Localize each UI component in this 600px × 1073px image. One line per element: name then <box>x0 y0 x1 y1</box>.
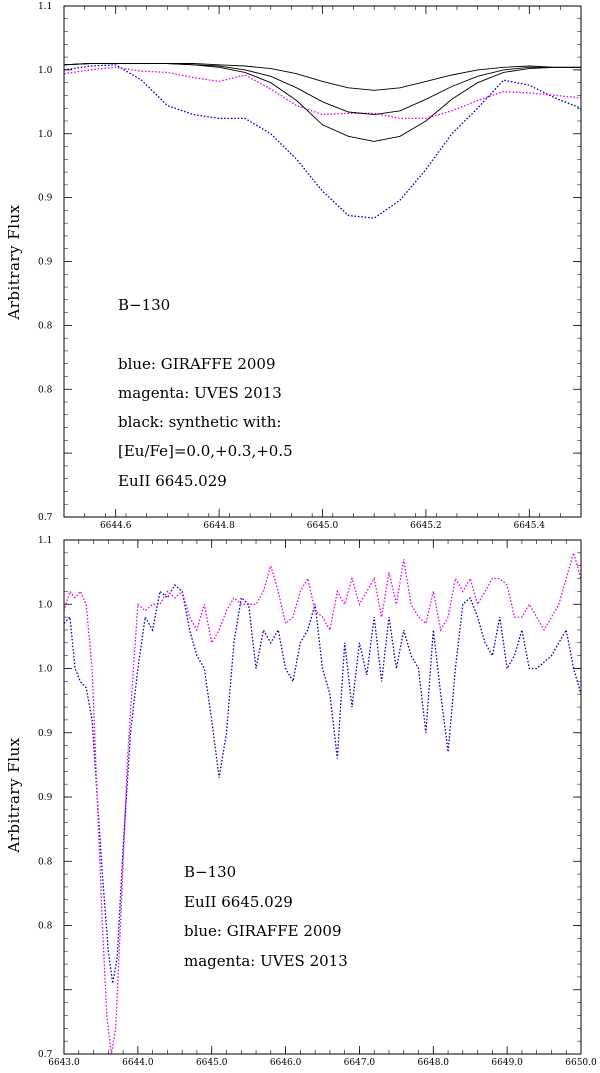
y-tick-label: 1.0 <box>38 600 53 610</box>
annotation-text: EuII 6645.029 <box>184 893 293 911</box>
y-axis-title: Arbitrary Flux <box>5 204 23 320</box>
x-tick-label: 6646.0 <box>270 1058 302 1068</box>
y-tick-label: 0.9 <box>38 194 53 204</box>
y-tick-label: 0.9 <box>38 258 53 268</box>
x-tick-label: 6649.0 <box>491 1058 523 1068</box>
bottom-panel: 6643.0 6644.0 6645.0 6646.0 6647.0 6648.0 6649… <box>5 536 597 1068</box>
x-tick-label: 6645.4 <box>514 521 546 531</box>
annotation-text: EuII 6645.029 <box>118 472 227 490</box>
series-group <box>64 63 581 219</box>
series-line <box>64 63 581 142</box>
annotation-text: magenta: UVES 2013 <box>184 952 348 970</box>
x-tick-label: 6644.8 <box>203 521 235 531</box>
series-line <box>64 550 581 1054</box>
series-line <box>64 63 581 91</box>
annotation-text: [Eu/Fe]=0.0,+0.3,+0.5 <box>118 442 293 460</box>
series-group <box>64 550 581 1054</box>
x-tick-label: 6643.0 <box>48 1058 80 1068</box>
y-tick-label: 1.0 <box>38 66 53 76</box>
top-panel: 6644.6 6644.8 6645.0 6645.2 6645.4 0.7 0.8 0.8 0… <box>5 2 582 531</box>
y-tick-label: 1.0 <box>38 665 53 675</box>
annotation-text: blue: GIRAFFE 2009 <box>118 355 276 373</box>
annotation-text: B−130 <box>184 863 236 881</box>
x-tick-label: 6647.0 <box>344 1058 376 1068</box>
y-tick-label: 0.8 <box>38 922 53 932</box>
x-tick-label: 6644.6 <box>100 521 132 531</box>
x-tick-label: 6645.0 <box>196 1058 228 1068</box>
series-line <box>64 64 581 219</box>
annotation-text: magenta: UVES 2013 <box>118 384 282 402</box>
plot-frame <box>63 5 582 518</box>
x-tick-label: 6644.0 <box>122 1058 154 1068</box>
y-tick-label: 0.8 <box>38 385 53 395</box>
y-tick-label: 0.9 <box>38 793 53 803</box>
y-tick-label: 0.8 <box>38 857 53 867</box>
x-tick-label: 6645.2 <box>410 521 442 531</box>
y-tick-label: 0.7 <box>38 1050 53 1060</box>
x-tick-label: 6648.0 <box>418 1058 450 1068</box>
y-tick-label: 1.1 <box>38 536 52 546</box>
x-tick-label: 6650.0 <box>565 1058 597 1068</box>
annotation-text: B−130 <box>118 296 170 314</box>
y-tick-label: 1.0 <box>38 130 53 140</box>
y-tick-label: 0.7 <box>38 513 53 523</box>
annotation-text: blue: GIRAFFE 2009 <box>184 922 342 940</box>
series-line <box>64 66 581 120</box>
x-tick-label: 6645.0 <box>307 521 339 531</box>
y-tick-label: 0.8 <box>38 321 53 331</box>
y-tick-label: 1.1 <box>38 2 52 12</box>
y-tick-label: 0.9 <box>38 729 53 739</box>
annotation-text: black: synthetic with: <box>118 413 281 431</box>
y-axis-title: Arbitrary Flux <box>5 737 23 853</box>
series-line <box>64 583 581 984</box>
